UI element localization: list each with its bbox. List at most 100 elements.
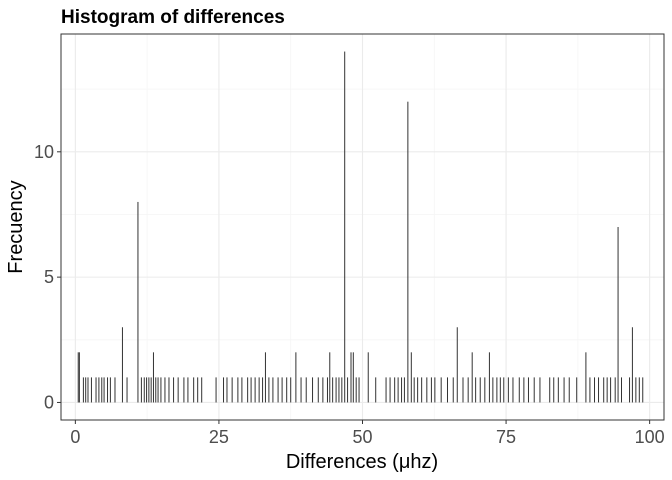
histogram-bar xyxy=(367,352,369,403)
histogram-bar xyxy=(507,377,509,403)
histogram-bar xyxy=(90,377,92,403)
histogram-bar xyxy=(488,352,490,403)
histogram-bar xyxy=(603,377,605,403)
histogram-bar xyxy=(462,377,464,403)
histogram-bar xyxy=(389,377,391,403)
histogram-bar xyxy=(617,227,619,403)
histogram-bar xyxy=(341,377,343,403)
histogram-bar xyxy=(518,377,520,403)
histogram-bar xyxy=(452,377,454,403)
histogram-bar xyxy=(254,377,256,403)
histogram-bar xyxy=(417,377,419,403)
histogram-bar xyxy=(250,377,252,403)
histogram-bar xyxy=(157,377,159,403)
x-tick-label: 50 xyxy=(352,427,372,447)
histogram-bar xyxy=(335,377,337,403)
histogram-bar xyxy=(226,377,228,403)
histogram-bar xyxy=(247,377,249,403)
histogram-bar xyxy=(533,377,535,403)
histogram-bar xyxy=(499,377,501,403)
histogram-bar xyxy=(594,377,596,403)
histogram-bar xyxy=(563,377,565,403)
bars xyxy=(77,51,644,403)
histogram-bar xyxy=(223,377,225,403)
x-tick-label: 100 xyxy=(635,427,665,447)
histogram-bar xyxy=(456,327,458,403)
histogram-bar xyxy=(187,377,189,403)
y-axis-label: Frecuency xyxy=(5,180,27,273)
histogram-bar xyxy=(484,377,486,403)
histogram-bar xyxy=(77,352,79,403)
histogram-bar xyxy=(82,377,84,403)
histogram-bar xyxy=(401,377,403,403)
histogram-bar xyxy=(121,327,123,403)
histogram-bar xyxy=(598,377,600,403)
histogram-bar xyxy=(553,377,555,403)
histogram-bar xyxy=(421,377,423,403)
histogram-bar xyxy=(344,51,346,403)
histogram-bar xyxy=(155,377,157,403)
histogram-bar xyxy=(85,377,87,403)
histogram-bar xyxy=(241,377,243,403)
histogram-bar xyxy=(568,377,570,403)
histogram-bar xyxy=(114,377,116,403)
histogram-bar xyxy=(332,377,334,403)
histogram-bar xyxy=(413,377,415,403)
histogram-bar xyxy=(479,377,481,403)
histogram-bar xyxy=(322,377,324,403)
histogram-bar xyxy=(262,377,264,403)
histogram-bar xyxy=(385,377,387,403)
histogram-bar xyxy=(201,377,203,403)
histogram-bar xyxy=(549,377,551,403)
histogram-bar xyxy=(95,377,97,403)
histogram-bar xyxy=(523,377,525,403)
histogram-bar xyxy=(492,377,494,403)
histogram-bar xyxy=(329,352,331,403)
y-tick-label: 10 xyxy=(34,142,54,162)
histogram-bar xyxy=(467,377,469,403)
histogram-bar xyxy=(150,377,152,403)
histogram-bar xyxy=(107,377,109,403)
histogram-bar xyxy=(642,377,644,403)
histogram-bar xyxy=(281,377,283,403)
histogram-bar xyxy=(148,377,150,403)
histogram-bar xyxy=(264,352,266,403)
histogram-bar xyxy=(258,377,260,403)
histogram-bar xyxy=(539,377,541,403)
histogram-bar xyxy=(635,377,637,403)
histogram-bar xyxy=(347,377,349,403)
histogram-bar xyxy=(286,377,288,403)
axis-ticks: 0 25 50 75 100 0 5 10 xyxy=(34,142,665,447)
histogram-bar xyxy=(168,377,170,403)
histogram-bar xyxy=(621,377,622,403)
histogram-bar xyxy=(426,377,428,403)
histogram-bar xyxy=(430,377,432,403)
histogram-bar xyxy=(585,352,587,403)
x-tick-label: 0 xyxy=(70,427,80,447)
histogram-bar xyxy=(475,377,477,403)
histogram-bar xyxy=(403,377,405,403)
histogram-bar xyxy=(512,377,514,403)
grid xyxy=(61,34,664,420)
chart-title: Histogram of differences xyxy=(61,7,285,28)
histogram-bar xyxy=(338,377,340,403)
histogram-bar xyxy=(576,377,578,403)
histogram-bar xyxy=(326,377,328,403)
histogram-bar xyxy=(272,377,274,403)
histogram-bar xyxy=(237,377,239,403)
histogram-bar xyxy=(589,377,591,403)
histogram-bar xyxy=(629,377,631,403)
histogram-bar xyxy=(610,377,612,403)
histogram-bar xyxy=(407,101,409,403)
histogram-bar xyxy=(397,377,399,403)
histogram-bar xyxy=(317,377,319,403)
histogram-bar xyxy=(527,377,529,403)
histogram-bar xyxy=(160,377,162,403)
histogram-bar xyxy=(98,377,100,403)
histogram-bar xyxy=(177,377,179,403)
histogram-bar xyxy=(355,377,357,403)
histogram-bar xyxy=(146,377,148,403)
histogram-bar xyxy=(164,377,166,403)
histogram-bar xyxy=(358,377,360,403)
